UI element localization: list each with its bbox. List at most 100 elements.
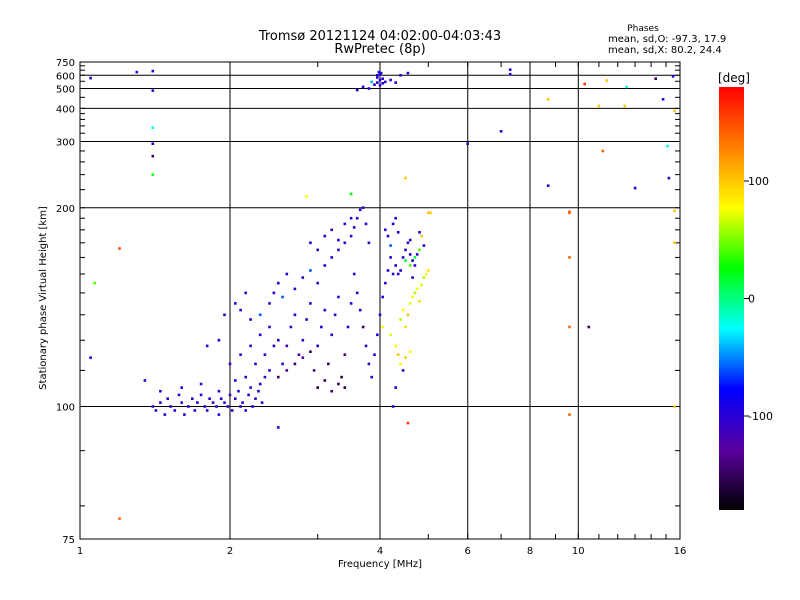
data-point <box>258 382 262 386</box>
data-point <box>93 281 96 285</box>
data-point <box>355 216 359 220</box>
data-point <box>391 272 395 276</box>
data-point <box>277 281 280 285</box>
data-point <box>263 353 267 356</box>
data-point <box>151 405 155 408</box>
data-point <box>623 104 627 108</box>
data-point <box>343 222 347 226</box>
data-point <box>673 241 676 245</box>
colorbar-tick-label: 100 <box>748 175 769 188</box>
data-point <box>408 253 412 256</box>
data-point <box>151 142 155 145</box>
data-point <box>399 362 402 366</box>
data-point <box>159 389 162 393</box>
data-point <box>297 353 301 356</box>
data-point <box>217 389 221 393</box>
data-point <box>247 393 250 397</box>
data-point <box>408 302 412 305</box>
data-point <box>361 206 365 209</box>
data-point <box>667 176 671 180</box>
data-point <box>251 405 254 408</box>
data-point <box>673 109 676 113</box>
data-point <box>258 333 262 337</box>
data-point <box>427 211 430 215</box>
data-point <box>355 88 359 92</box>
data-point <box>352 272 356 276</box>
data-point <box>568 256 571 259</box>
data-point <box>625 85 628 89</box>
data-point <box>223 313 226 317</box>
data-point <box>285 344 289 348</box>
data-point <box>343 386 347 389</box>
data-point <box>260 401 264 404</box>
data-point <box>413 256 417 259</box>
legend-title: Phases <box>627 24 659 34</box>
data-point <box>337 238 340 242</box>
data-point <box>597 104 601 108</box>
data-point <box>379 71 383 75</box>
data-point <box>406 241 410 245</box>
data-point <box>568 413 571 416</box>
data-point <box>305 195 308 198</box>
data-point <box>587 325 591 329</box>
legend-line-o: mean, sd,O: -97.3, 17.9 <box>608 34 726 45</box>
data-point <box>358 208 362 212</box>
colorbar-tick-label: 0 <box>748 293 755 306</box>
data-point <box>394 344 397 348</box>
data-point <box>239 353 242 356</box>
data-point <box>293 287 297 291</box>
y-tick-label: 600 <box>56 71 75 82</box>
data-point <box>422 244 426 247</box>
data-point <box>404 259 407 262</box>
data-point <box>508 72 512 76</box>
data-point <box>601 149 605 153</box>
data-point <box>285 369 289 372</box>
data-point <box>277 375 280 379</box>
data-point <box>394 264 397 267</box>
data-point <box>316 281 319 285</box>
data-point <box>427 269 430 272</box>
data-point <box>401 308 405 312</box>
data-point <box>408 350 412 353</box>
data-point <box>249 318 252 321</box>
data-point <box>323 234 327 238</box>
data-point <box>135 70 139 74</box>
y-tick-labels: 75 100 200 300 400 500 600 750 <box>56 58 75 546</box>
data-point <box>418 248 421 252</box>
colorbar <box>719 87 744 510</box>
data-point <box>568 210 571 214</box>
x-tick-label: 8 <box>527 546 533 557</box>
data-point <box>199 382 203 386</box>
data-point <box>272 291 276 295</box>
data-point <box>399 74 402 77</box>
data-point <box>337 382 340 386</box>
y-tick-label: 100 <box>56 403 75 414</box>
data-point <box>208 397 211 400</box>
data-point <box>401 256 405 259</box>
data-point <box>193 409 197 412</box>
data-point <box>89 356 92 359</box>
data-point <box>327 362 330 366</box>
data-point <box>396 272 400 276</box>
data-point <box>394 81 397 84</box>
data-point <box>330 228 333 232</box>
data-point <box>364 344 368 348</box>
data-point <box>180 386 183 389</box>
data-point <box>370 375 373 379</box>
data-point <box>330 389 333 393</box>
data-point <box>340 375 343 379</box>
y-tick-label: 75 <box>62 535 75 546</box>
data-point <box>415 253 419 256</box>
data-point <box>312 369 316 372</box>
data-point <box>337 295 340 299</box>
data-point <box>381 325 384 329</box>
data-point <box>376 333 379 337</box>
data-point <box>305 318 308 321</box>
data-point <box>349 234 353 238</box>
data-point <box>203 405 207 408</box>
data-point <box>401 369 405 372</box>
data-point <box>386 269 390 272</box>
data-point <box>163 413 167 416</box>
chart-title: Tromsø 20121124 04:02:00-04:03:43 <box>258 29 501 44</box>
data-point <box>406 421 410 425</box>
